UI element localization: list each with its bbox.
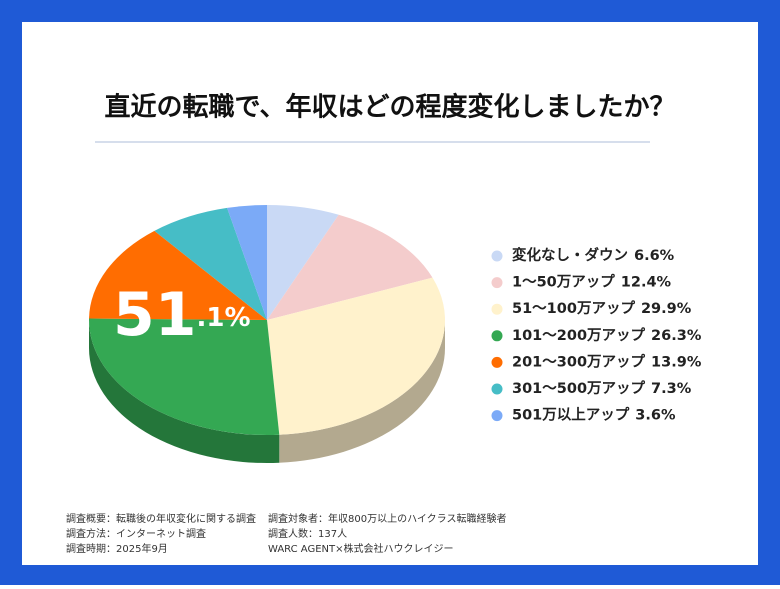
legend-marker	[491, 303, 503, 315]
legend-entry: 変化なし・ダウン 6.6%	[512, 246, 675, 264]
legend-entry: 1〜50万アップ 12.4%	[512, 274, 672, 291]
legend-marker	[491, 277, 503, 289]
legend-marker	[491, 383, 503, 395]
footnote: 調査人数：137人	[268, 527, 347, 540]
legend-entry: 51〜100万アップ 29.9%	[512, 300, 692, 317]
legend-entry: 301〜500万アップ 7.3%	[512, 380, 692, 397]
legend-entry: 201〜300万アップ 13.9%	[512, 353, 702, 370]
legend-label: 1〜50万アップ	[512, 274, 615, 291]
legend-value: 26.3%	[651, 328, 702, 344]
legend-label: 501万以上アップ	[512, 407, 630, 424]
slice	[267, 205, 339, 320]
legend-marker	[491, 330, 503, 342]
footnotes: 調査概要：転職後の年収変化に関する調査 調査対象者：年収800万以上のハイクラス転…	[66, 512, 507, 555]
legend-label: 301〜500万アップ	[512, 380, 646, 397]
slice	[89, 230, 267, 320]
slice-side	[279, 320, 445, 463]
legend-label: 101〜200万アップ	[512, 327, 646, 344]
slice	[88, 318, 280, 435]
slice	[154, 207, 267, 320]
footnote: WARC AGENT×株式会社ハウクレイジー	[268, 542, 454, 555]
annotation-main: 51	[113, 280, 197, 350]
legend-value: 7.3%	[651, 381, 692, 397]
legend-value: 12.4%	[621, 275, 672, 291]
slice	[267, 214, 433, 320]
annotation: 51.1%	[113, 280, 251, 350]
footnote: 調査方法：インターネット調査	[66, 527, 206, 540]
footnote: 調査概要：転職後の年収変化に関する調査	[66, 512, 256, 525]
legend-marker	[491, 356, 503, 368]
chart-title: 直近の転職で、年収はどの程度変化しましたか？	[105, 92, 676, 123]
legend-label: 51〜100万アップ	[512, 300, 635, 317]
legend-label: 201〜300万アップ	[512, 353, 646, 370]
legend-label: 変化なし・ダウン	[512, 246, 628, 264]
slice-side	[89, 320, 280, 463]
legend-value: 29.9%	[641, 301, 692, 317]
footnote: 調査時期：2025年9月	[66, 542, 168, 555]
footnote: 調査対象者：年収800万以上のハイクラス転職経験者	[268, 512, 507, 525]
legend-value: 3.6%	[635, 408, 676, 424]
legend-value: 6.6%	[634, 248, 675, 264]
legend-marker	[491, 410, 503, 422]
legend: 変化なし・ダウン 6.6% 1〜50万アップ 12.4% 51〜100万アップ 29.9%…	[491, 246, 702, 424]
slice	[267, 277, 445, 435]
legend-marker	[491, 250, 503, 262]
pie	[88, 205, 445, 463]
slice	[227, 205, 267, 320]
legend-value: 13.9%	[651, 354, 702, 370]
legend-entry: 501万以上アップ 3.6%	[512, 407, 676, 424]
annotation-sub: .1%	[197, 303, 251, 333]
legend-entry: 101〜200万アップ 26.3%	[512, 327, 702, 344]
